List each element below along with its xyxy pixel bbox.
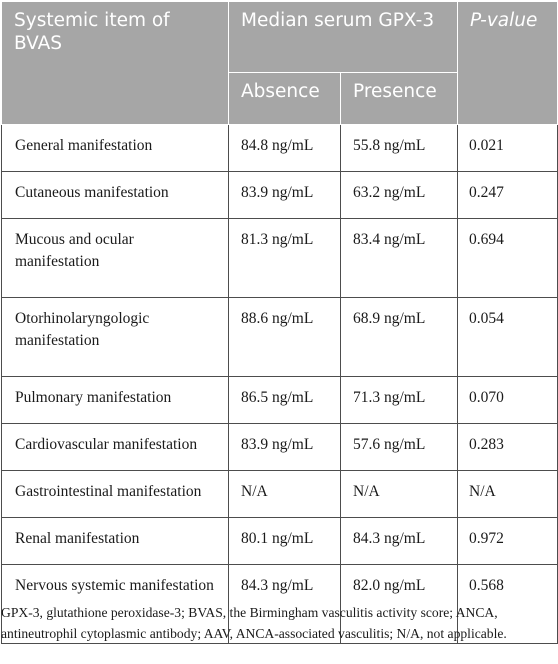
absence-value: 84.3 ng/mL [228, 564, 341, 644]
row-item-label: Cutaneous manifestation [1, 171, 229, 219]
p-value: 0.568 [457, 564, 558, 644]
table-row: Gastrointestinal manifestation N/A N/A N… [1, 470, 558, 518]
header-absence: Absence [228, 72, 341, 125]
gpx3-bvas-table: Systemic item of BVAS Median serum GPX-3… [1, 1, 558, 644]
table-row: Pulmonary manifestation 86.5 ng/mL 71.3 … [1, 376, 558, 424]
header-presence: Presence [340, 72, 458, 125]
absence-value: N/A [228, 470, 341, 518]
row-item-label: Renal manifestation [1, 517, 229, 565]
p-value: N/A [457, 470, 558, 518]
absence-value: 83.9 ng/mL [228, 171, 341, 219]
p-value: 0.247 [457, 171, 558, 219]
table-row: Renal manifestation 80.1 ng/mL 84.3 ng/m… [1, 517, 558, 565]
table-row: Mucous and ocular manifestation 81.3 ng/… [1, 218, 558, 298]
table-row: Cardiovascular manifestation 83.9 ng/mL … [1, 423, 558, 471]
presence-value: 57.6 ng/mL [340, 423, 458, 471]
row-item-label: Mucous and ocular manifestation [1, 218, 229, 298]
results-table-container: Systemic item of BVAS Median serum GPX-3… [1, 1, 558, 644]
row-item-label: Pulmonary manifestation [1, 376, 229, 424]
row-item-label: Otorhinolaryngologic manifestation [1, 297, 229, 377]
table-row: Otorhinolaryngologic manifestation 88.6 … [1, 297, 558, 377]
table-row: Nervous systemic manifestation 84.3 ng/m… [1, 564, 558, 644]
absence-value: 86.5 ng/mL [228, 376, 341, 424]
p-value: 0.070 [457, 376, 558, 424]
row-item-label: Gastrointestinal manifestation [1, 470, 229, 518]
table-row: General manifestation 84.8 ng/mL 55.8 ng… [1, 124, 558, 172]
absence-value: 80.1 ng/mL [228, 517, 341, 565]
p-value: 0.054 [457, 297, 558, 377]
header-median-serum: Median serum GPX-3 [228, 1, 458, 73]
absence-value: 81.3 ng/mL [228, 218, 341, 298]
header-p-value: P-value [457, 1, 558, 125]
row-item-label: Nervous systemic manifestation [1, 564, 229, 644]
table-row: Cutaneous manifestation 83.9 ng/mL 63.2 … [1, 171, 558, 219]
presence-value: 55.8 ng/mL [340, 124, 458, 172]
absence-value: 84.8 ng/mL [228, 124, 341, 172]
presence-value: 71.3 ng/mL [340, 376, 458, 424]
p-value: 0.972 [457, 517, 558, 565]
presence-value: 83.4 ng/mL [340, 218, 458, 298]
header-systemic-item: Systemic item of BVAS [1, 1, 229, 125]
p-value: 0.283 [457, 423, 558, 471]
absence-value: 83.9 ng/mL [228, 423, 341, 471]
table-footnote: GPX-3, glutathione peroxidase-3; BVAS, t… [1, 605, 507, 641]
p-value: 0.021 [457, 124, 558, 172]
presence-value: 68.9 ng/mL [340, 297, 458, 377]
p-value: 0.694 [457, 218, 558, 298]
row-item-label: Cardiovascular manifestation [1, 423, 229, 471]
presence-value: N/A [340, 470, 458, 518]
presence-value: 63.2 ng/mL [340, 171, 458, 219]
presence-value: 84.3 ng/mL [340, 517, 458, 565]
row-item-label: General manifestation [1, 124, 229, 172]
absence-value: 88.6 ng/mL [228, 297, 341, 377]
